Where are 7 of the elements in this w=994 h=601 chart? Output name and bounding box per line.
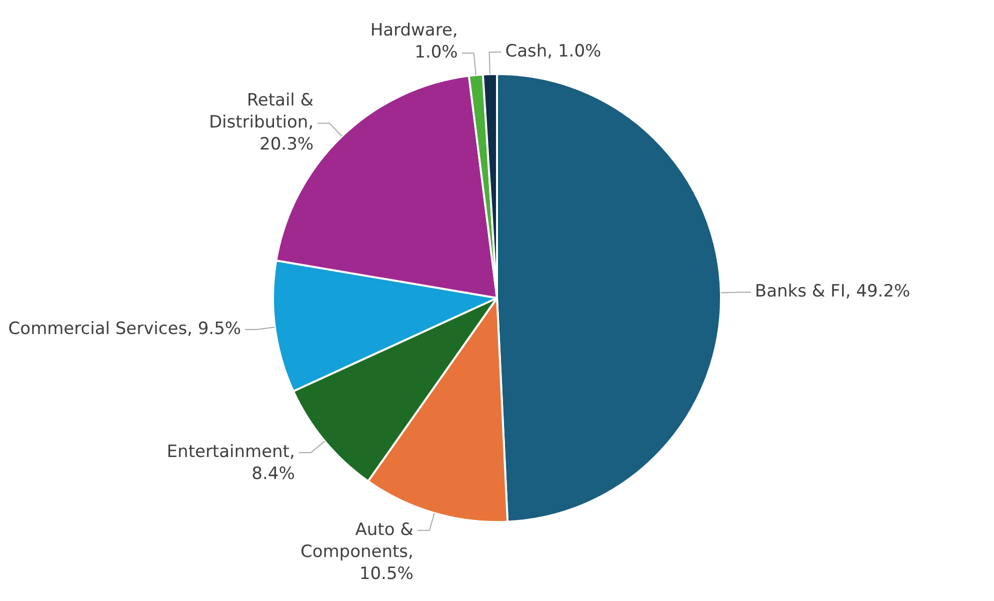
slice-label: Commercial Services, 9.5% — [8, 318, 242, 339]
slice-label: Cash, 1.0% — [505, 42, 602, 62]
slice-label: Hardware, 1.0% — [370, 20, 458, 63]
slice-label: Retail & Distribution, 20.3% — [208, 90, 314, 155]
slice-label: Entertainment, 8.4% — [166, 442, 295, 484]
slice-label: Auto & Components, 10.5% — [300, 520, 414, 584]
slice-label: Banks & FI, 49.2% — [754, 282, 910, 302]
